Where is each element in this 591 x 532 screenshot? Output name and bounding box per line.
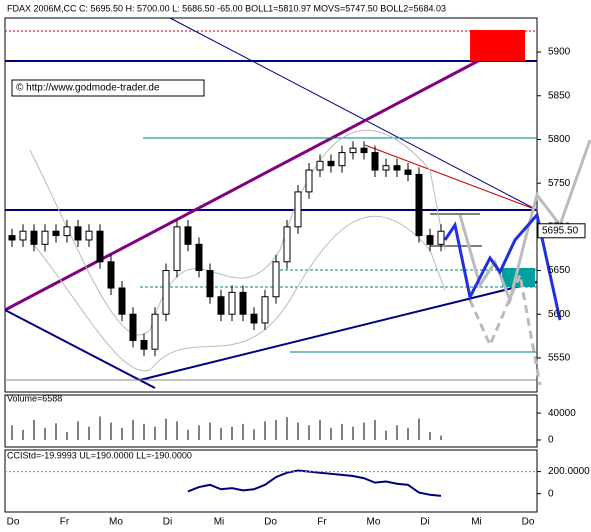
candle-body — [140, 339, 148, 350]
candle-body — [272, 261, 280, 298]
candle-body — [217, 296, 225, 315]
x-tick-label: Mo — [367, 517, 381, 528]
candle-body — [118, 287, 126, 315]
x-tick-label: Mi — [214, 517, 225, 528]
candle-body — [382, 165, 390, 171]
y-tick-label: 200.0000 — [548, 466, 590, 477]
y-tick-label: 5650 — [548, 265, 571, 276]
x-tick-label: Fr — [317, 517, 327, 528]
watermark-box — [11, 79, 205, 97]
cci-frame — [4, 449, 538, 513]
candle-body — [426, 235, 434, 245]
y-tick-label: 5600 — [548, 309, 571, 320]
x-tick-label: Di — [420, 517, 429, 528]
candle-body — [184, 226, 192, 245]
x-tick-label: Mi — [471, 517, 482, 528]
candle-body — [129, 313, 137, 341]
candle-body — [393, 165, 401, 171]
candle-body — [404, 169, 412, 175]
volume-title: Volume=6588 — [7, 393, 62, 403]
candle-body — [8, 235, 16, 241]
x-tick-label: Fr — [60, 517, 70, 528]
candle-body — [327, 160, 335, 167]
candle-body — [107, 261, 115, 289]
last-price-label: 5695.50 — [542, 225, 579, 236]
y-tick-label: 5750 — [548, 178, 571, 189]
x-tick-label: Mo — [109, 517, 123, 528]
candle-body — [283, 226, 291, 263]
y-tick-label: 5550 — [548, 353, 571, 364]
y-tick-label: 40000 — [548, 408, 576, 419]
trend-line — [4, 309, 156, 389]
candle-body — [239, 291, 247, 315]
price-frame — [4, 17, 538, 393]
annotations — [4, 17, 591, 389]
candle-body — [52, 230, 60, 237]
trend-line — [169, 17, 538, 211]
candle-body — [173, 226, 181, 272]
bollinger-band — [29, 129, 446, 336]
projection — [458, 139, 591, 305]
x-tick-label: Do — [522, 517, 535, 528]
bollinger-band — [29, 215, 446, 372]
candle-body — [162, 270, 170, 315]
candle-body — [85, 230, 93, 241]
target-zone — [470, 30, 525, 61]
candle-body — [41, 230, 49, 245]
y-tick-label: 5900 — [548, 47, 571, 58]
candle-body — [294, 191, 302, 228]
cci-line — [187, 469, 442, 497]
candle-body — [74, 226, 82, 241]
candle-body — [151, 313, 159, 350]
watermark: © http://www.godmode-trader.de — [16, 83, 160, 94]
candle-body — [30, 230, 38, 245]
trend-line — [4, 58, 481, 312]
candle-body — [305, 169, 313, 193]
y-tick-label: 0 — [548, 488, 554, 499]
candle-body — [96, 230, 104, 263]
projection — [443, 211, 562, 321]
trend-line — [364, 144, 538, 211]
candle-body — [195, 243, 203, 272]
candle-body — [261, 296, 269, 324]
candle-body — [206, 270, 214, 298]
x-tick-label: Do — [264, 517, 277, 528]
candle-body — [437, 230, 445, 245]
candle-body — [19, 230, 27, 241]
candle-body — [338, 152, 346, 167]
x-tick-label: Di — [163, 517, 172, 528]
volume-frame — [4, 394, 538, 448]
candle-body — [371, 152, 379, 171]
cci-title: CCIStd=-19.9993 UL=190.0000 LL=-190.0000 — [7, 450, 192, 460]
candle-body — [349, 147, 357, 154]
candle-body — [228, 291, 236, 315]
y-tick-label: 5800 — [548, 134, 571, 145]
candle-body — [316, 160, 324, 171]
x-tick-label: Do — [7, 517, 20, 528]
y-tick-label: 5850 — [548, 90, 571, 101]
chart-header: FDAX 2006M,CC C: 5695.50 H: 5700.00 L: 5… — [7, 3, 446, 13]
candle-body — [63, 226, 71, 237]
candle-body — [415, 173, 423, 237]
candle-body — [250, 313, 258, 324]
last-price-marker — [537, 223, 586, 239]
y-tick-label: 0 — [548, 435, 554, 446]
candle-body — [360, 147, 368, 154]
